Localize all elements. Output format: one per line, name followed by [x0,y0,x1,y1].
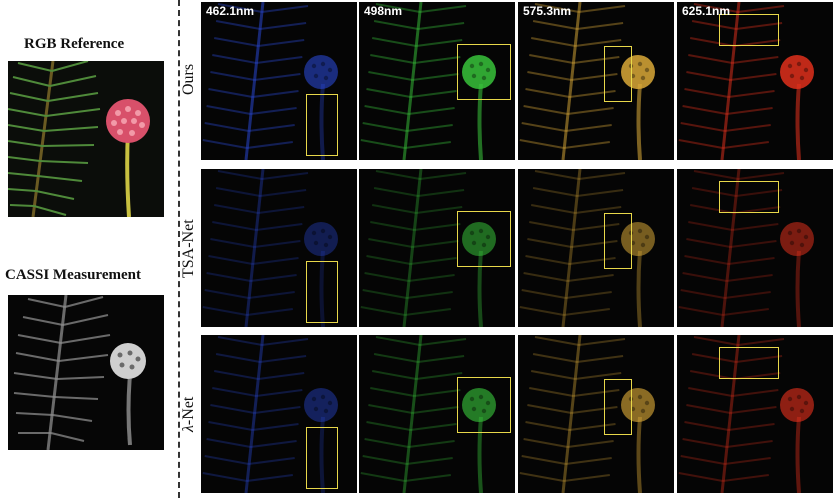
tile-2-2 [518,335,674,493]
panel-divider [178,0,180,498]
highlight-box [604,213,632,269]
highlight-box [306,427,338,489]
highlight-box [306,261,338,323]
tile-2-1 [359,335,515,493]
highlight-box [719,181,779,213]
highlight-box [719,14,779,46]
highlight-box [457,44,511,100]
highlight-box [604,379,632,435]
tile-0-0: 462.1nm [201,2,357,160]
tile-1-3 [677,169,833,327]
rgb-reference-title: RGB Reference [24,36,125,52]
tile-0-1: 498nm [359,2,515,160]
tile-2-3 [677,335,833,493]
tile-2-0 [201,335,357,493]
highlight-box [306,94,338,156]
highlight-box [719,347,779,379]
wavelength-label: 498nm [364,4,403,18]
tile-0-3: 625.1nm [677,2,833,160]
wavelength-label: 625.1nm [682,4,731,18]
wavelength-label: 462.1nm [206,4,255,18]
rgb-reference-image [8,61,164,217]
highlight-box [457,211,511,267]
tile-1-1 [359,169,515,327]
cassi-measurement-image [8,295,164,450]
tile-1-0 [201,169,357,327]
tile-1-2 [518,169,674,327]
highlight-box [604,46,632,102]
wavelength-label: 575.3nm [523,4,572,18]
tile-0-2: 575.3nm [518,2,674,160]
highlight-box [457,377,511,433]
cassi-measurement-title: CASSI Measurement [5,267,141,283]
